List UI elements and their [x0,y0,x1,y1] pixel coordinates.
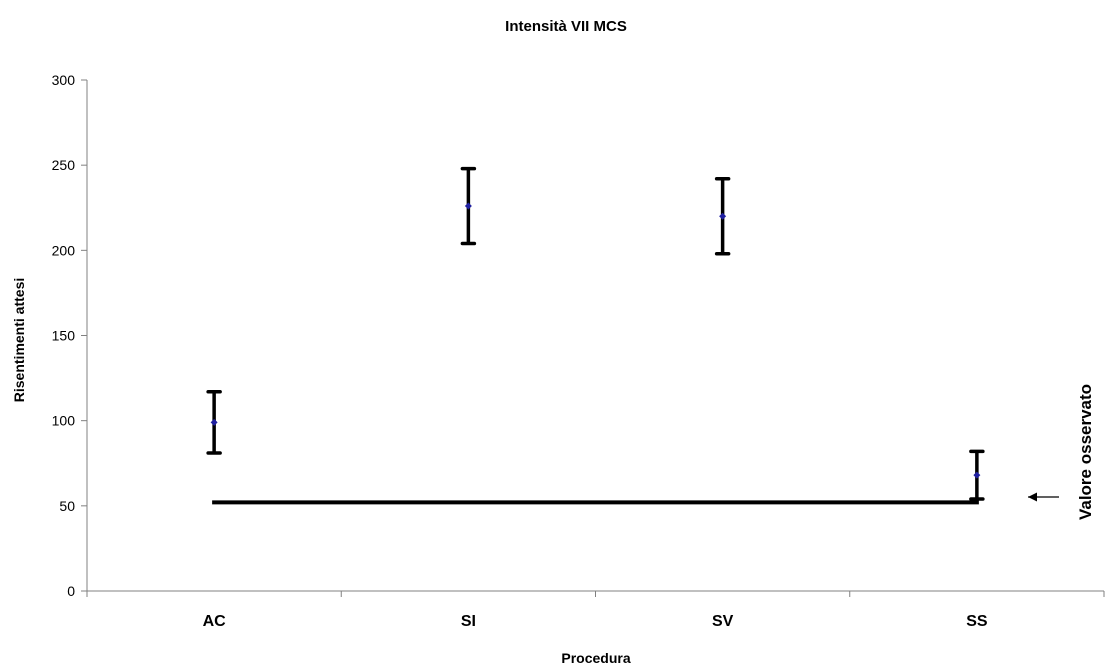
y-axis: 0 50 100 150 200 250 300 [52,72,88,599]
x-axis-label: Procedura [561,650,630,666]
data-point-si [464,202,472,210]
y-tick-label: 200 [52,242,76,258]
x-axis: AC SI SV SS [86,590,1105,630]
error-bar-ss [969,449,985,501]
y-axis-label: Risentimenti attesi [11,278,27,402]
error-bar-si [460,166,477,246]
y-tick-label: 0 [67,583,75,599]
chart-title: Intensità VII MCS [505,18,627,35]
error-bar-sv [714,177,731,256]
y-tick-label: 250 [52,157,76,173]
y-tick-label: 150 [52,328,76,344]
x-tick-label: SI [461,613,476,630]
data-point-sv [719,212,727,220]
y-tick-label: 300 [52,72,76,88]
x-tick-label: SS [966,613,988,630]
data-point-ac [210,418,218,426]
annotation-arrow [1028,492,1059,502]
error-bar-ac [206,389,222,455]
data-point-ss [973,471,981,479]
x-tick-label: SV [712,613,734,630]
y-tick-label: 100 [52,413,76,429]
x-tick-label: AC [203,613,227,630]
annotation-label: Valore osservato [1076,384,1095,520]
y-tick-label: 50 [59,498,75,514]
data-series [206,166,985,501]
